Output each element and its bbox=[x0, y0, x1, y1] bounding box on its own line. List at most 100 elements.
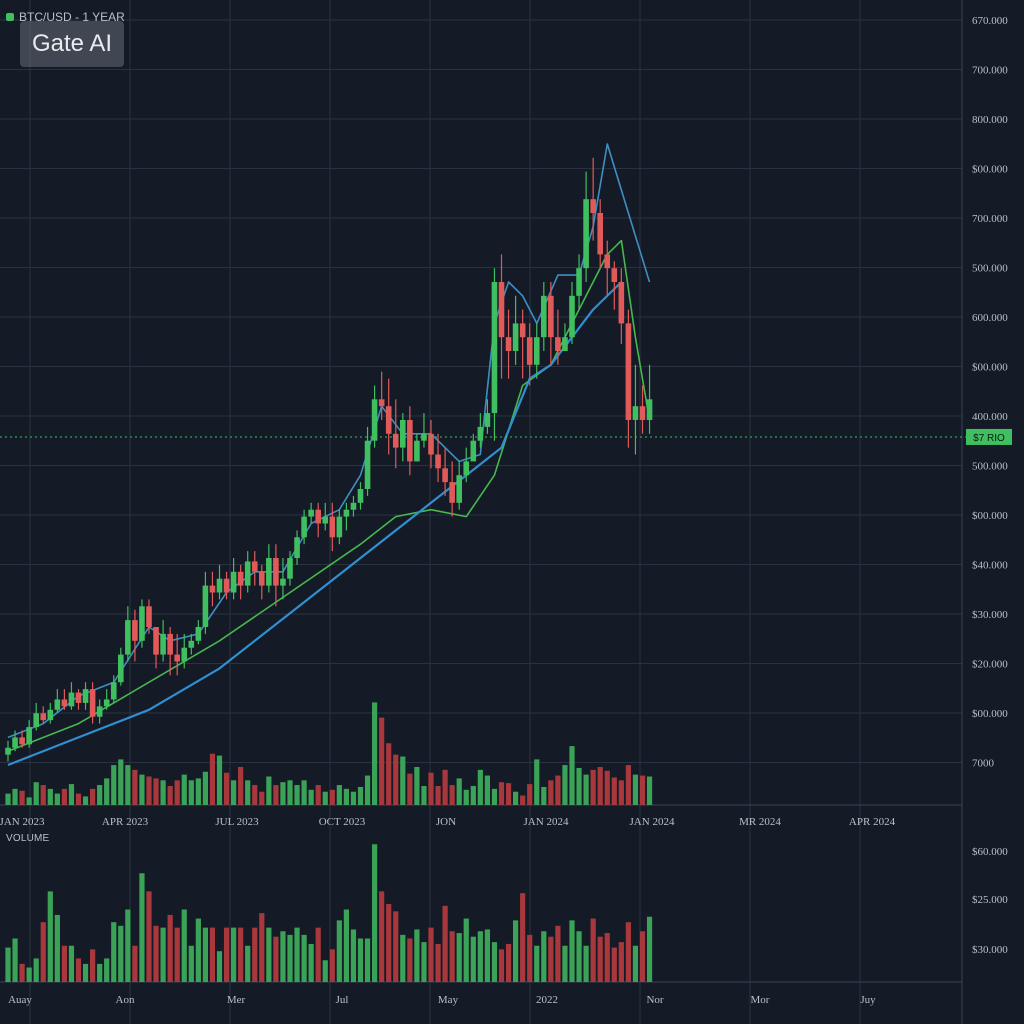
volume-bar bbox=[104, 958, 110, 982]
volume-overlay-bar bbox=[75, 793, 82, 805]
volume-overlay-bar bbox=[238, 767, 244, 805]
volume-bar bbox=[372, 844, 378, 982]
volume-overlay-bar bbox=[534, 759, 540, 805]
volume-overlay-bar bbox=[590, 769, 596, 805]
candle bbox=[273, 544, 279, 607]
volume-overlay-bar bbox=[40, 785, 46, 805]
candle bbox=[343, 502, 350, 531]
candle-body bbox=[259, 571, 265, 586]
time-axis-label: JON bbox=[436, 816, 456, 828]
volume-bar bbox=[364, 938, 371, 982]
candle-body bbox=[512, 323, 519, 351]
candle-body bbox=[378, 399, 385, 407]
candle bbox=[597, 199, 603, 269]
chart-grid bbox=[0, 0, 963, 1024]
candle-body bbox=[470, 440, 477, 462]
watermark: Gate AI bbox=[20, 21, 125, 67]
candle-body bbox=[371, 399, 378, 441]
price-axis-label: 700.000 bbox=[972, 213, 1008, 225]
volume-overlay-bar bbox=[322, 791, 328, 805]
candle-body bbox=[329, 516, 336, 538]
candle bbox=[583, 171, 589, 282]
volume-overlay-bar bbox=[308, 789, 314, 805]
volume-overlay-bar bbox=[195, 778, 201, 805]
candle-body bbox=[160, 633, 166, 655]
volume-bar bbox=[223, 927, 230, 982]
candle bbox=[364, 426, 371, 496]
candle bbox=[244, 551, 251, 593]
volume-bar bbox=[82, 963, 89, 982]
candle bbox=[33, 702, 39, 731]
candle-body bbox=[237, 571, 244, 586]
volume-time-axis-label: Mer bbox=[227, 994, 246, 1006]
candle bbox=[216, 564, 223, 600]
candle-body bbox=[244, 561, 251, 586]
volume-overlay-bar bbox=[625, 765, 631, 805]
candle-body bbox=[548, 295, 554, 338]
volume-overlay-bar bbox=[400, 756, 406, 805]
volume-overlay-bar bbox=[414, 767, 420, 805]
volume-bar bbox=[456, 933, 462, 982]
candle-body bbox=[5, 747, 11, 755]
time-axis-label: JAN 2023 bbox=[0, 816, 45, 828]
volume-overlay-bar bbox=[202, 771, 208, 805]
volume-bar bbox=[111, 922, 117, 982]
volume-bar bbox=[216, 951, 223, 982]
candle bbox=[280, 558, 286, 600]
time-axis-label: OCT 2023 bbox=[319, 816, 366, 828]
candle-body bbox=[96, 706, 103, 717]
volume-bar bbox=[576, 931, 582, 982]
volume-bar bbox=[562, 945, 568, 982]
volume-overlay-bar bbox=[343, 788, 349, 805]
candle-body bbox=[322, 516, 329, 524]
candle bbox=[449, 461, 455, 517]
volume-overlay-bar bbox=[146, 776, 152, 805]
volume-bar bbox=[160, 927, 166, 982]
time-axis-label: APR 2024 bbox=[849, 816, 896, 828]
volume-bar bbox=[618, 942, 624, 982]
candle-body bbox=[301, 516, 307, 538]
volume-overlay-bar bbox=[252, 785, 258, 805]
volume-bar bbox=[209, 927, 216, 982]
candle-body bbox=[576, 268, 582, 296]
volume-bar bbox=[350, 929, 357, 982]
candle bbox=[315, 502, 321, 538]
price-axis-label: $00.000 bbox=[972, 510, 1008, 522]
candle-body bbox=[484, 413, 491, 427]
candle-body bbox=[463, 461, 470, 476]
volume-bar bbox=[181, 909, 187, 982]
candle bbox=[498, 254, 505, 379]
volume-overlay-bar bbox=[54, 793, 60, 805]
volume-bar bbox=[632, 945, 639, 982]
current-price-label: $7 RIO bbox=[973, 433, 1005, 444]
price-axis-label: 500.000 bbox=[972, 461, 1008, 473]
time-axis-label: JUL 2023 bbox=[215, 816, 259, 828]
candle-body bbox=[315, 509, 321, 524]
candle-body bbox=[273, 558, 279, 586]
candle-body bbox=[505, 337, 512, 351]
candle-body bbox=[533, 337, 540, 365]
volume-overlay-bar bbox=[513, 791, 519, 805]
candle bbox=[470, 433, 477, 462]
candle-body bbox=[541, 295, 547, 338]
candle-body bbox=[209, 585, 216, 593]
volume-bar bbox=[386, 904, 392, 982]
candle bbox=[195, 620, 202, 645]
volume-bar bbox=[153, 925, 159, 982]
volume-overlay-bar bbox=[118, 759, 124, 805]
candle bbox=[12, 730, 18, 752]
volume-bar bbox=[97, 963, 103, 982]
volume-time-axis-label: Nor bbox=[646, 994, 663, 1006]
candle bbox=[569, 282, 575, 345]
volume-bar bbox=[484, 929, 490, 982]
volume-overlay-bar bbox=[12, 788, 18, 805]
candle-body bbox=[618, 282, 625, 324]
volume-overlay-bar bbox=[216, 755, 223, 805]
price-axis-label: $40.000 bbox=[972, 560, 1008, 572]
candle bbox=[385, 378, 392, 455]
candle bbox=[562, 323, 568, 351]
candle bbox=[132, 609, 138, 662]
price-axis-label: 500.000 bbox=[972, 263, 1008, 275]
candle bbox=[181, 633, 188, 669]
